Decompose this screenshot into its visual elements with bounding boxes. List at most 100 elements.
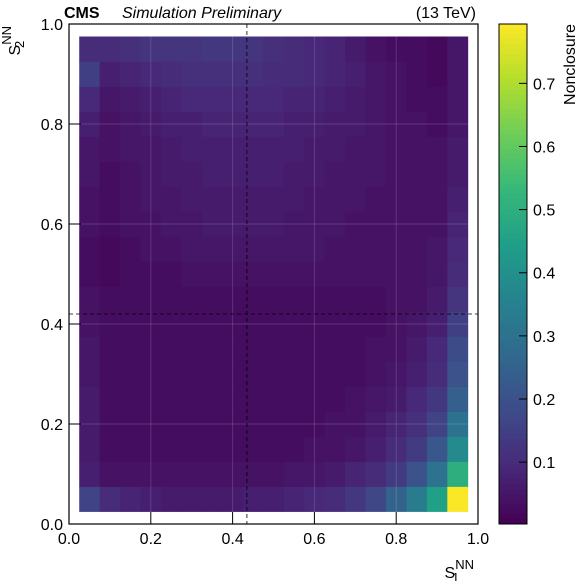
heat-cell xyxy=(345,286,366,312)
heat-cell xyxy=(201,111,223,137)
heat-cell xyxy=(181,386,203,412)
heat-cell xyxy=(161,36,182,62)
heat-cell xyxy=(406,386,428,412)
colorbar-step xyxy=(499,314,527,320)
colorbar-step xyxy=(499,234,527,240)
heat-cell xyxy=(324,236,346,262)
heat-cell xyxy=(201,436,223,462)
heat-cell xyxy=(99,61,121,87)
heat-cell xyxy=(99,436,121,462)
colorbar-step xyxy=(499,509,527,515)
heat-cell xyxy=(201,336,223,362)
colorbar-step xyxy=(499,219,527,225)
status: Simulation Preliminary xyxy=(122,5,282,22)
x-label-sup: NN xyxy=(455,557,474,572)
heat-cell xyxy=(283,461,305,487)
heat-cell xyxy=(426,286,448,312)
heat-cell xyxy=(263,461,285,487)
heat-cell xyxy=(242,211,264,237)
heat-cell xyxy=(304,311,326,337)
heat-cell xyxy=(324,111,346,137)
colorbar-step xyxy=(499,379,527,385)
heat-cell xyxy=(365,461,387,487)
heat-cell xyxy=(426,361,448,387)
heat-cell xyxy=(79,136,101,162)
heat-cell xyxy=(99,286,121,312)
heat-cell xyxy=(161,411,182,437)
heat-cell xyxy=(222,136,244,162)
heat-cell xyxy=(79,486,101,512)
heat-cell xyxy=(324,86,346,112)
heat-cell xyxy=(263,386,285,412)
heat-cell xyxy=(324,161,346,187)
heat-cell xyxy=(283,361,305,387)
heat-cell xyxy=(345,186,366,212)
colorbar-step xyxy=(499,189,527,195)
colorbar-step xyxy=(499,69,527,75)
heat-cell xyxy=(181,411,203,437)
y-tick-label: 0.0 xyxy=(41,517,63,534)
heat-cell xyxy=(140,161,162,187)
heat-cell xyxy=(263,361,285,387)
heat-cell xyxy=(426,136,448,162)
heat-cell xyxy=(365,61,387,87)
heat-cell xyxy=(120,411,141,437)
heat-cell xyxy=(385,36,407,62)
y-tick-label: 0.8 xyxy=(41,117,63,134)
colorbar-step xyxy=(499,99,527,105)
colorbar-step xyxy=(499,249,527,255)
heat-cell xyxy=(283,436,305,462)
colorbar-step xyxy=(499,29,527,35)
heat-cell xyxy=(385,86,407,112)
heat-cell xyxy=(283,61,305,87)
colorbar-step xyxy=(499,174,527,180)
heat-cell xyxy=(242,311,264,337)
heat-cell xyxy=(324,486,346,512)
colorbar-step xyxy=(499,139,527,145)
heat-cell xyxy=(365,111,387,137)
heat-cell xyxy=(222,336,244,362)
heat-cell xyxy=(222,211,244,237)
heat-cell xyxy=(345,161,366,187)
heat-cell xyxy=(120,36,141,62)
heat-cell xyxy=(304,136,326,162)
colorbar-step xyxy=(499,394,527,400)
energy: (13 TeV) xyxy=(416,5,476,22)
heat-cell xyxy=(283,286,305,312)
heat-cell xyxy=(345,61,366,87)
colorbar-step xyxy=(499,199,527,205)
heat-cell xyxy=(283,36,305,62)
colorbar-step xyxy=(499,359,527,365)
colorbar-step xyxy=(499,404,527,410)
colorbar-step xyxy=(499,104,527,110)
heat-cell xyxy=(222,411,244,437)
colorbar-step xyxy=(499,39,527,45)
colorbar-step xyxy=(499,409,527,415)
x-tick-label: 1.0 xyxy=(467,531,489,548)
heat-cell xyxy=(304,286,326,312)
heat-cell xyxy=(304,361,326,387)
heat-cell xyxy=(385,411,407,437)
heat-cell xyxy=(242,361,264,387)
heat-cell xyxy=(426,261,448,287)
heat-cell xyxy=(181,436,203,462)
heat-cell xyxy=(447,286,469,312)
heat-cell xyxy=(263,486,285,512)
heat-cell xyxy=(426,486,448,512)
heat-cell xyxy=(222,286,244,312)
heat-cell xyxy=(283,161,305,187)
heat-cell xyxy=(304,486,326,512)
heat-cell xyxy=(447,61,469,87)
colorbar-tick-label: 0.1 xyxy=(533,455,555,472)
heat-cell xyxy=(447,36,469,62)
colorbar-step xyxy=(499,389,527,395)
colorbar-step xyxy=(499,119,527,125)
heat-cell xyxy=(79,436,101,462)
heat-cell xyxy=(385,311,407,337)
colorbar-step xyxy=(499,134,527,140)
heat-cell xyxy=(283,236,305,262)
heat-cell xyxy=(79,36,101,62)
heat-cell xyxy=(99,311,121,337)
heat-cell xyxy=(140,61,162,87)
colorbar-step xyxy=(499,304,527,310)
